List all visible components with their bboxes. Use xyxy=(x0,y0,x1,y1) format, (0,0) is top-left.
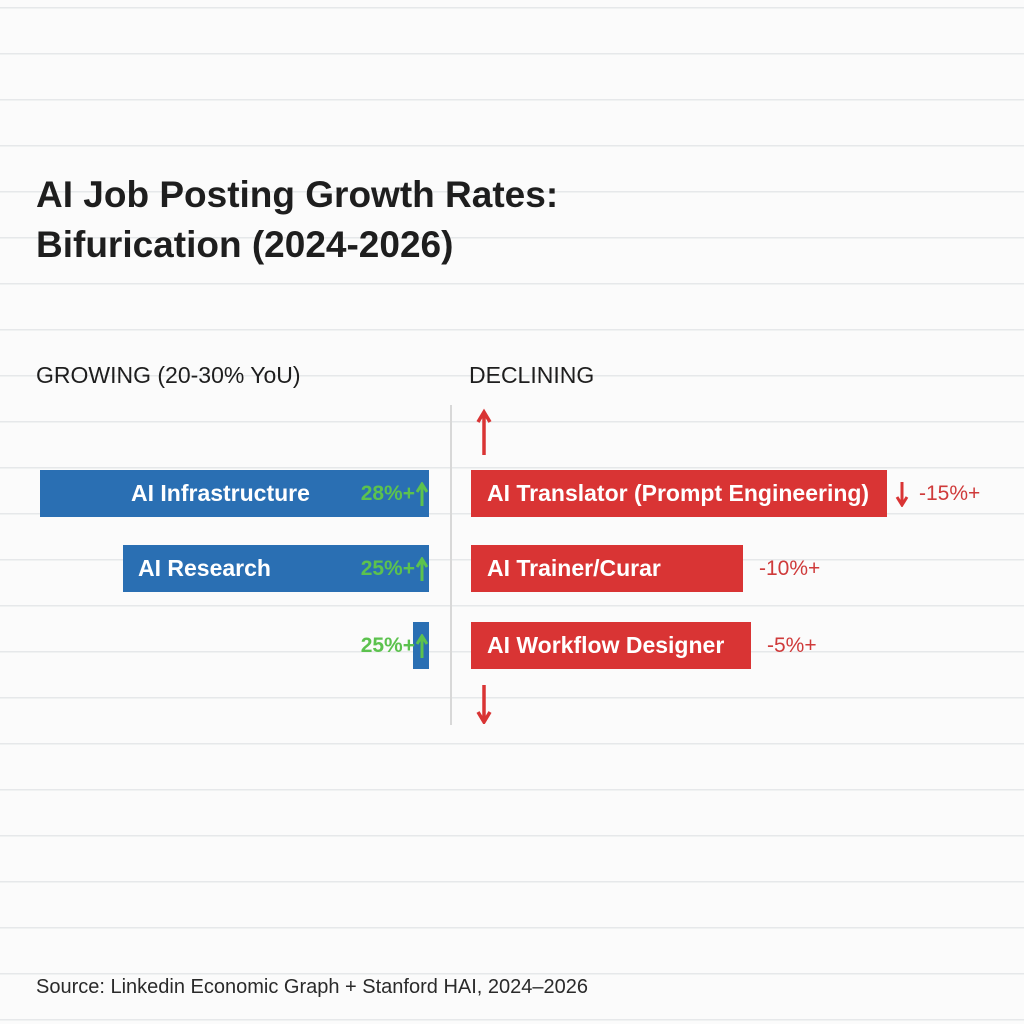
source-note: Source: Linkedin Economic Graph + Stanfo… xyxy=(36,976,589,998)
declining-bar: AI Workflow Designer xyxy=(471,622,751,669)
declining-value-label: -15%+ xyxy=(895,470,980,517)
declining-value-label: -10%+ xyxy=(759,556,821,580)
declining-value-label: -5%+ xyxy=(767,633,817,657)
declining-bar: AI Trainer/Curar xyxy=(471,545,743,592)
growing-heading: GROWING (20-30% YoU) xyxy=(36,362,301,388)
up-arrow-icon xyxy=(476,408,492,455)
center-divider xyxy=(450,405,452,725)
growing-bar: AI Infrastructure xyxy=(40,470,429,517)
growing-bar: AI Research xyxy=(123,545,429,592)
growing-value-label: 28%+ xyxy=(361,470,428,517)
chart-title: AI Job Posting Growth Rates: Bifurication… xyxy=(36,174,559,265)
declining-heading: DECLINING xyxy=(469,362,595,388)
bar-category-label: AI Research xyxy=(138,555,271,581)
growing-value-label: 25%+ xyxy=(361,622,428,669)
bar-category-label: AI Translator (Prompt Engineering) xyxy=(487,480,870,506)
bar-category-label: AI Trainer/Curar xyxy=(487,555,661,581)
growing-value-label: 25%+ xyxy=(361,545,428,592)
declining-bar: AI Translator (Prompt Engineering) xyxy=(471,470,887,517)
bar-category-label: AI Workflow Designer xyxy=(487,632,725,658)
down-arrow-icon xyxy=(476,685,492,724)
bar-category-label: AI Infrastructure xyxy=(131,480,310,506)
